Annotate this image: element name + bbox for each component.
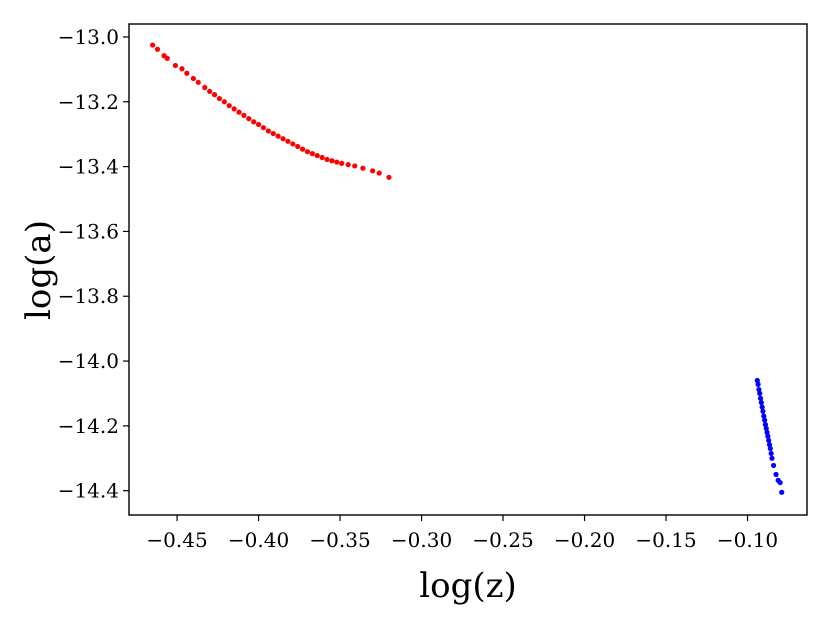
data-point <box>184 70 190 76</box>
data-point <box>299 146 306 152</box>
y-tick-label: −13.2 <box>58 90 119 114</box>
data-point <box>285 138 291 144</box>
data-point <box>164 55 170 61</box>
data-point <box>211 92 218 98</box>
data-point <box>255 121 262 128</box>
plot-frame <box>128 23 808 516</box>
data-point <box>207 88 213 95</box>
data-point <box>765 433 771 439</box>
x-tick-label: −0.20 <box>554 528 615 552</box>
data-point <box>290 141 296 147</box>
data-point <box>763 425 769 432</box>
x-tick-label: −0.45 <box>146 528 207 552</box>
x-tick-label: −0.25 <box>472 528 533 552</box>
data-point <box>370 168 376 174</box>
data-point <box>319 154 325 161</box>
data-point <box>295 143 301 150</box>
data-point <box>339 160 345 166</box>
data-point <box>329 158 335 164</box>
data-point <box>221 99 227 105</box>
data-point <box>190 75 196 82</box>
data-point <box>280 136 286 142</box>
data-point <box>764 429 770 435</box>
data-point <box>770 462 777 469</box>
data-point <box>226 103 232 109</box>
data-point <box>767 445 773 452</box>
data-point <box>766 437 772 444</box>
data-point <box>216 95 223 102</box>
data-point <box>769 455 775 461</box>
x-tick-label: −0.15 <box>635 528 696 552</box>
data-point <box>755 381 761 387</box>
x-tick-label: −0.35 <box>309 528 370 552</box>
data-point <box>386 174 392 180</box>
y-tick-label: −13.6 <box>58 219 119 243</box>
data-point <box>179 66 185 72</box>
data-point <box>275 133 281 139</box>
data-point <box>251 119 257 125</box>
data-point <box>352 163 358 169</box>
data-point <box>757 390 763 397</box>
data-point <box>761 413 767 419</box>
data-point <box>314 152 320 159</box>
data-point <box>762 421 769 428</box>
data-point <box>195 79 201 85</box>
data-point <box>154 46 161 52</box>
data-point <box>376 170 382 176</box>
x-tick-label: −0.40 <box>228 528 289 552</box>
data-point <box>760 408 766 414</box>
data-point <box>777 479 783 486</box>
x-axis-label: log(z) <box>419 566 517 606</box>
data-point <box>324 156 330 163</box>
x-tick-label: −0.10 <box>717 528 778 552</box>
data-point <box>757 395 764 401</box>
y-axis-label: log(a) <box>19 220 59 320</box>
data-point <box>779 489 785 495</box>
data-point <box>334 159 340 165</box>
data-point <box>309 151 315 157</box>
data-point <box>360 165 366 171</box>
x-tick-label: −0.30 <box>391 528 452 552</box>
data-point <box>766 442 773 448</box>
data-point <box>345 162 351 168</box>
data-points <box>150 42 785 495</box>
data-point <box>241 112 247 118</box>
series-2 <box>754 377 785 495</box>
data-point <box>202 84 208 91</box>
series-1 <box>150 42 392 180</box>
data-point <box>759 404 765 410</box>
data-point <box>231 106 237 112</box>
y-tick-label: −13.8 <box>58 284 119 308</box>
data-point <box>758 399 764 406</box>
data-point <box>150 42 156 48</box>
y-tick-label: −14.0 <box>58 349 119 373</box>
x-axis-ticks: −0.45 −0.40 −0.35 −0.30 −0.25 −0.20 −0.15 −0.10 <box>146 515 778 552</box>
data-point <box>265 128 271 134</box>
data-point <box>172 62 179 69</box>
data-point <box>754 377 760 384</box>
data-point <box>768 450 774 457</box>
data-point <box>304 149 311 155</box>
data-point <box>246 116 252 122</box>
y-axis-ticks: −13.0 −13.2 −13.4 −13.6 −13.8 −14.0 −14.2 −14.4 <box>58 25 129 503</box>
data-point <box>260 125 267 131</box>
y-tick-label: −14.2 <box>58 414 119 438</box>
y-tick-label: −13.4 <box>58 155 119 179</box>
data-point <box>270 130 276 137</box>
y-tick-label: −14.4 <box>58 479 119 503</box>
data-point <box>773 471 779 478</box>
data-point <box>762 417 768 423</box>
data-point <box>756 386 762 393</box>
y-tick-label: −13.0 <box>58 25 119 49</box>
data-point <box>236 109 242 115</box>
